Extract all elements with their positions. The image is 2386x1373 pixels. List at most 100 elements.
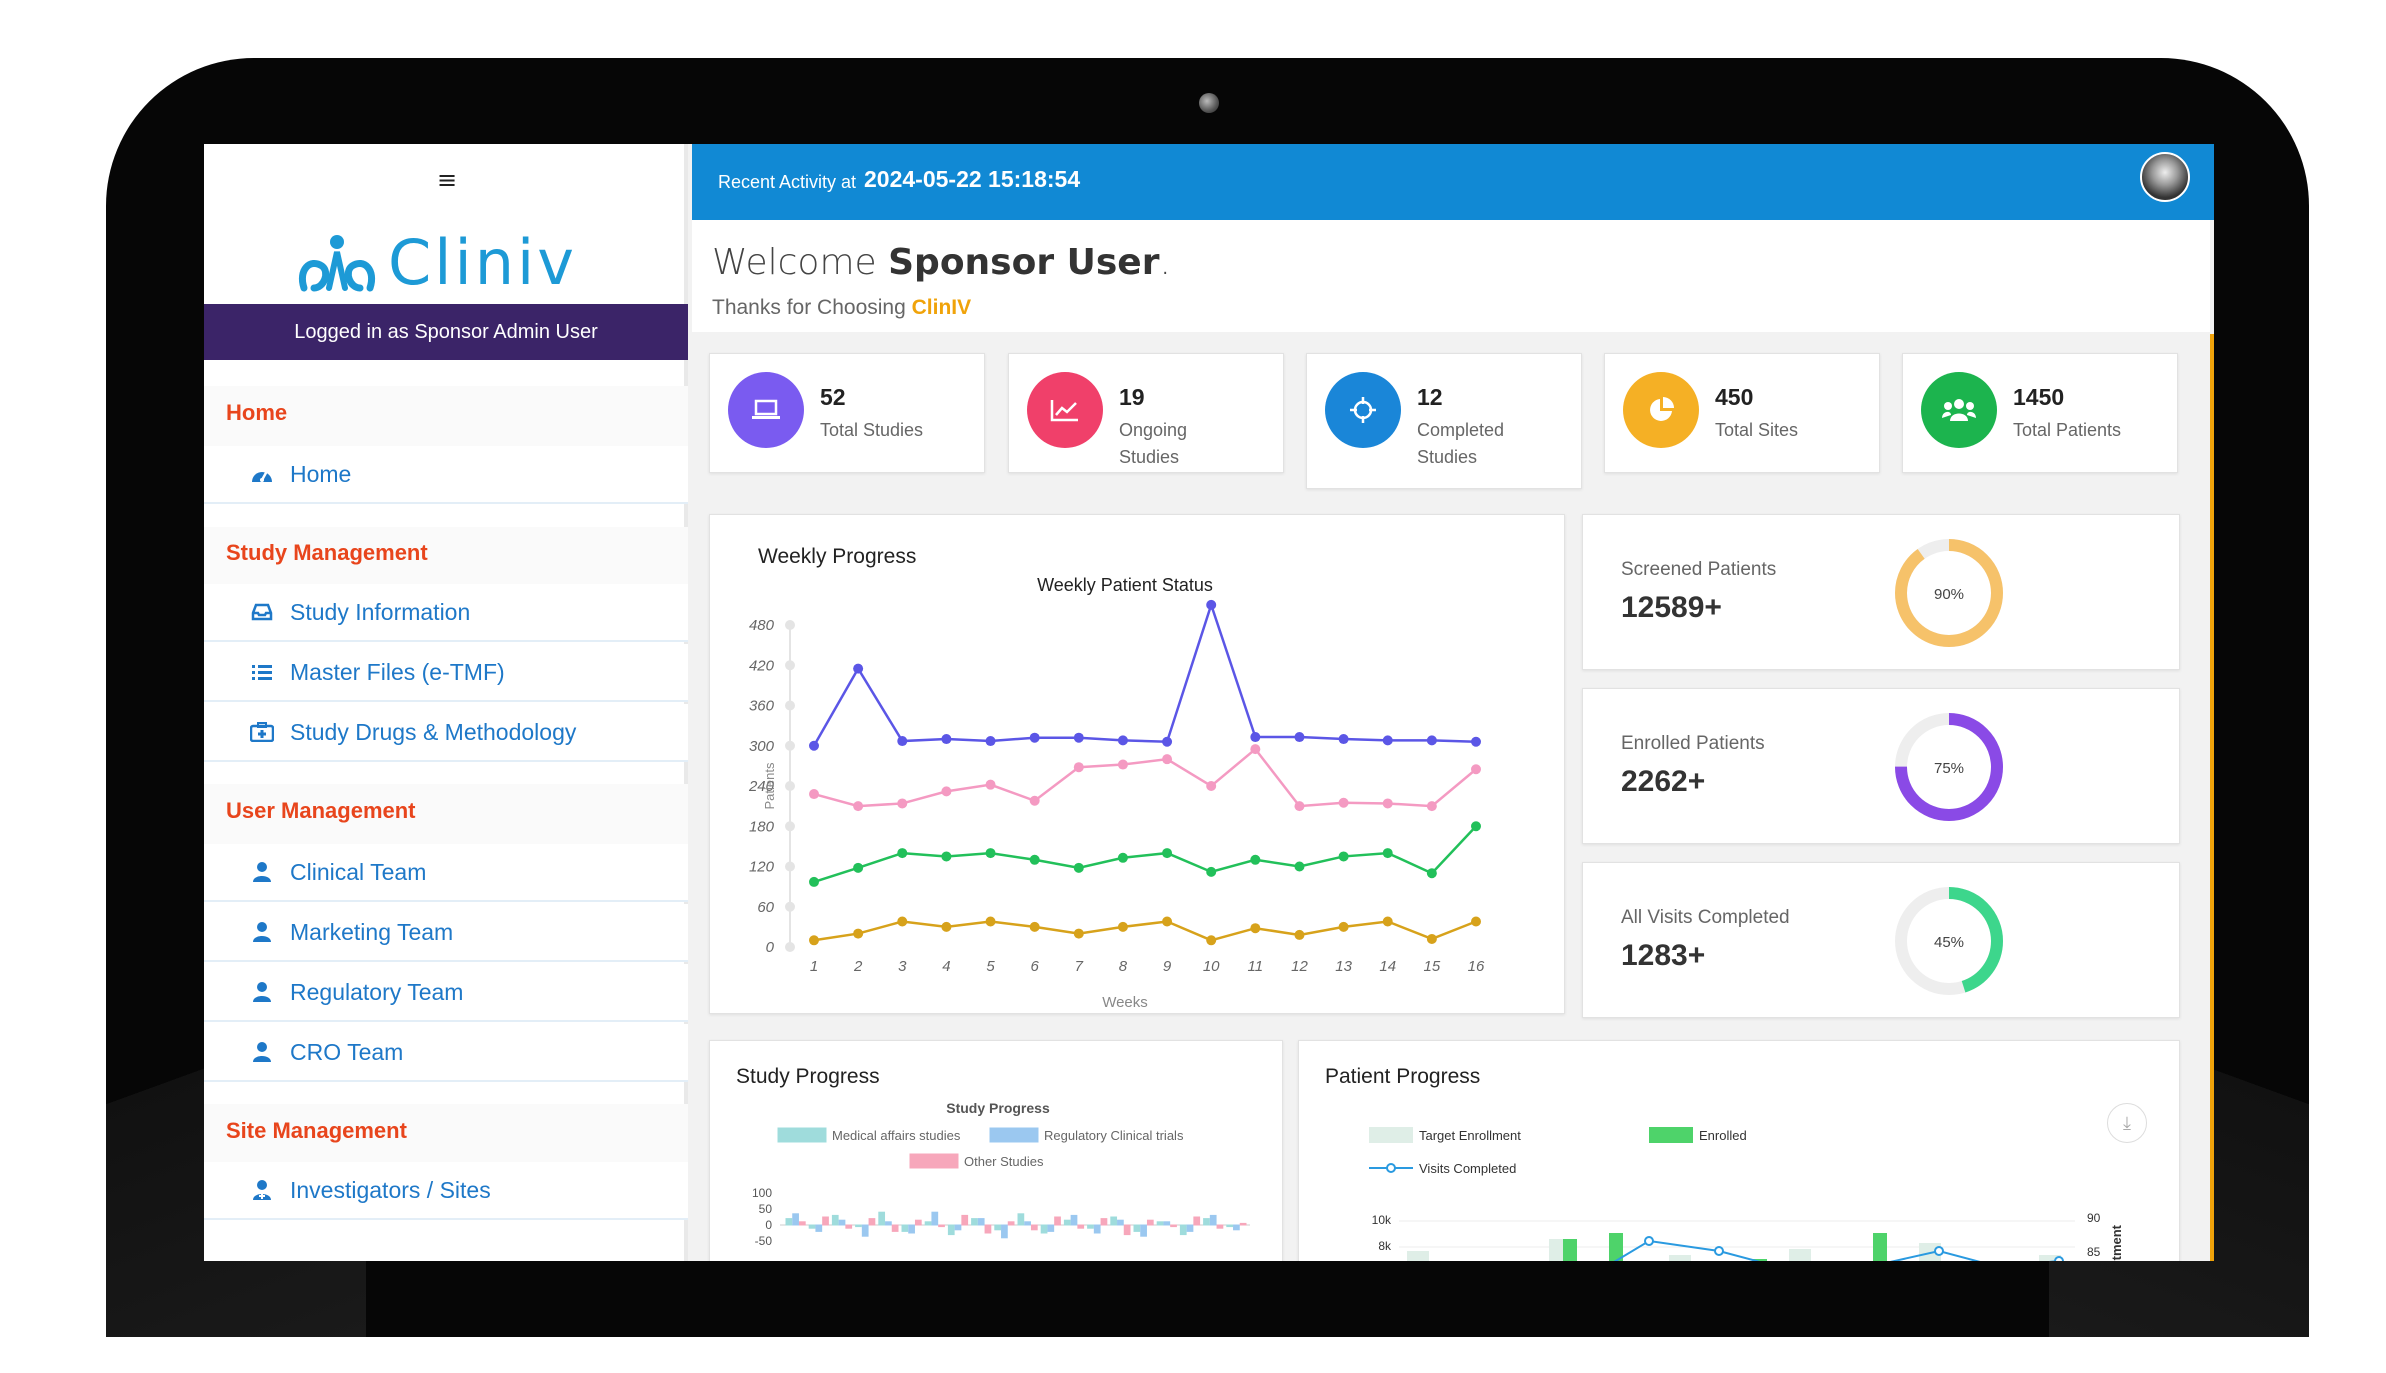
kpi-card-screened[interactable]: Screened Patients 12589+ 90% bbox=[1582, 514, 2180, 670]
bar[interactable] bbox=[901, 1224, 909, 1232]
data-point[interactable] bbox=[897, 736, 908, 747]
data-point[interactable] bbox=[941, 786, 952, 797]
bar[interactable] bbox=[868, 1218, 876, 1226]
bar[interactable] bbox=[1040, 1224, 1048, 1234]
bar[interactable] bbox=[1140, 1224, 1147, 1237]
bar[interactable] bbox=[885, 1221, 892, 1226]
sidebar-item-clinical-team[interactable]: Clinical Team bbox=[204, 844, 688, 902]
bar-enrolled[interactable] bbox=[1609, 1233, 1623, 1261]
sidebar-item-marketing-team[interactable]: Marketing Team bbox=[204, 904, 688, 962]
bar[interactable] bbox=[1146, 1219, 1154, 1226]
data-point[interactable] bbox=[1471, 736, 1481, 747]
bar-enrolled[interactable] bbox=[1753, 1259, 1767, 1261]
sidebar-item-cro-team[interactable]: CRO Team bbox=[204, 1024, 688, 1082]
bar[interactable] bbox=[808, 1224, 816, 1229]
download-icon[interactable]: ⤓ bbox=[2107, 1103, 2147, 1143]
data-point[interactable] bbox=[1250, 732, 1261, 743]
bar[interactable] bbox=[815, 1224, 823, 1232]
data-point[interactable] bbox=[1294, 861, 1305, 872]
data-point[interactable] bbox=[1206, 935, 1217, 946]
data-point[interactable] bbox=[1162, 754, 1173, 765]
data-point[interactable] bbox=[985, 779, 996, 790]
bar[interactable] bbox=[845, 1224, 853, 1229]
data-point[interactable] bbox=[985, 736, 996, 747]
sidebar-item-study-drugs[interactable]: Study Drugs & Methodology bbox=[204, 704, 688, 762]
data-point[interactable] bbox=[1117, 759, 1128, 770]
sidebar-item-investigators-sites[interactable]: Investigators / Sites bbox=[204, 1162, 688, 1220]
bar[interactable] bbox=[1203, 1218, 1210, 1226]
bar[interactable] bbox=[831, 1214, 839, 1226]
bar[interactable] bbox=[1047, 1224, 1055, 1232]
bar[interactable] bbox=[1017, 1213, 1025, 1226]
bar[interactable] bbox=[861, 1224, 869, 1237]
bar[interactable] bbox=[914, 1219, 922, 1226]
bar[interactable] bbox=[954, 1224, 962, 1231]
bar-target[interactable] bbox=[1789, 1249, 1811, 1261]
data-point[interactable] bbox=[1338, 851, 1349, 862]
bar[interactable] bbox=[994, 1224, 1002, 1231]
legend-label[interactable]: Enrolled bbox=[1699, 1128, 1747, 1143]
data-point[interactable] bbox=[1294, 929, 1305, 940]
bar[interactable] bbox=[822, 1216, 829, 1226]
legend-label[interactable]: Regulatory Clinical trials bbox=[1044, 1128, 1184, 1143]
data-point[interactable] bbox=[1206, 599, 1217, 610]
bar[interactable] bbox=[1063, 1219, 1071, 1226]
data-point[interactable] bbox=[1426, 735, 1437, 746]
bar[interactable] bbox=[1193, 1216, 1201, 1226]
data-point[interactable] bbox=[853, 663, 864, 674]
bar[interactable] bbox=[971, 1218, 978, 1226]
data-point[interactable] bbox=[1471, 821, 1481, 832]
bar[interactable] bbox=[1216, 1224, 1224, 1229]
visits-point[interactable] bbox=[1934, 1246, 1944, 1256]
stat-card-total-patients[interactable]: 1450 Total Patients bbox=[1902, 353, 2178, 473]
data-point[interactable] bbox=[1073, 862, 1084, 873]
data-point[interactable] bbox=[897, 916, 908, 927]
stat-card-ongoing-studies[interactable]: 19 Ongoing Studies bbox=[1008, 353, 1284, 473]
data-point[interactable] bbox=[1250, 923, 1261, 934]
data-point[interactable] bbox=[809, 740, 819, 751]
bar[interactable] bbox=[1030, 1224, 1038, 1231]
data-point[interactable] bbox=[1117, 852, 1128, 863]
data-point[interactable] bbox=[1471, 764, 1481, 775]
data-point[interactable] bbox=[1294, 732, 1305, 743]
bar[interactable] bbox=[938, 1224, 945, 1228]
stat-card-total-sites[interactable]: 450 Total Sites bbox=[1604, 353, 1880, 473]
logo[interactable]: Cliniv bbox=[296, 226, 577, 299]
data-point[interactable] bbox=[1338, 734, 1349, 745]
data-point[interactable] bbox=[1250, 854, 1261, 865]
data-point[interactable] bbox=[1426, 801, 1437, 812]
data-point[interactable] bbox=[853, 801, 864, 812]
data-point[interactable] bbox=[1382, 916, 1393, 927]
bar[interactable] bbox=[961, 1214, 969, 1226]
bar[interactable] bbox=[1170, 1224, 1177, 1228]
bar[interactable] bbox=[1093, 1224, 1101, 1234]
sidebar-item-master-files[interactable]: Master Files (e-TMF) bbox=[204, 644, 688, 702]
bar[interactable] bbox=[977, 1218, 985, 1226]
bar[interactable] bbox=[1133, 1224, 1141, 1232]
bar-enrolled[interactable] bbox=[1563, 1239, 1577, 1261]
avatar[interactable] bbox=[2140, 152, 2190, 202]
sidebar-item-home[interactable]: Home bbox=[204, 446, 688, 504]
bar[interactable] bbox=[931, 1211, 939, 1226]
data-point[interactable] bbox=[985, 916, 996, 927]
data-point[interactable] bbox=[1382, 798, 1393, 809]
bar[interactable] bbox=[1186, 1224, 1194, 1232]
bar[interactable] bbox=[1077, 1224, 1085, 1229]
data-point[interactable] bbox=[1206, 866, 1217, 877]
visits-point[interactable] bbox=[1714, 1246, 1724, 1256]
bar[interactable] bbox=[1007, 1221, 1015, 1226]
data-point[interactable] bbox=[941, 851, 952, 862]
legend-label[interactable]: Medical affairs studies bbox=[832, 1128, 961, 1143]
data-point[interactable] bbox=[1426, 868, 1437, 879]
bar[interactable] bbox=[908, 1224, 915, 1234]
menu-toggle-icon[interactable]: ≡ bbox=[437, 166, 458, 194]
data-point[interactable] bbox=[941, 734, 952, 745]
data-point[interactable] bbox=[1250, 744, 1261, 755]
data-point[interactable] bbox=[1073, 732, 1084, 743]
bar[interactable] bbox=[855, 1224, 862, 1228]
data-point[interactable] bbox=[809, 935, 819, 946]
data-point[interactable] bbox=[897, 848, 908, 859]
bar[interactable] bbox=[1226, 1224, 1234, 1228]
data-point[interactable] bbox=[1117, 735, 1128, 746]
data-point[interactable] bbox=[1029, 795, 1040, 806]
